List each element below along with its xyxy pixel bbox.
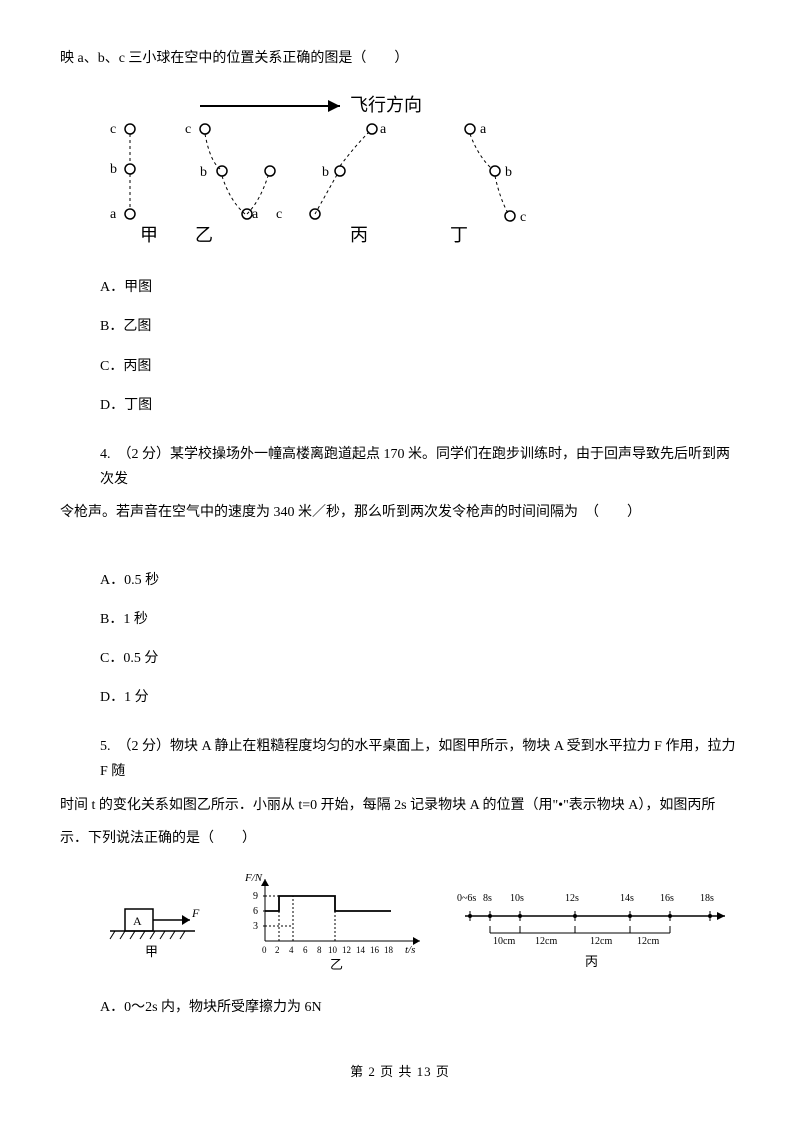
svg-text:10cm: 10cm bbox=[493, 936, 515, 947]
group-jia: c b a 甲 bbox=[110, 122, 158, 245]
svg-text:甲: 甲 bbox=[145, 944, 158, 959]
svg-text:12cm: 12cm bbox=[590, 936, 612, 947]
svg-text:乙: 乙 bbox=[330, 957, 343, 972]
svg-text:12cm: 12cm bbox=[535, 936, 557, 947]
svg-text:F/N: F/N bbox=[244, 872, 263, 884]
q5-line2: 时间 t 的变化关系如图乙所示．小丽从 t=0 开始，每隔 2s 记录物块 A … bbox=[60, 793, 740, 818]
q3-diagram: 飞行方向 c b a 甲 c b a bbox=[100, 91, 740, 261]
svg-text:c: c bbox=[185, 122, 191, 137]
svg-text:0~6s: 0~6s bbox=[457, 893, 476, 904]
page-footer: 第 2 页 共 13 页 bbox=[60, 1060, 740, 1083]
svg-text:10: 10 bbox=[328, 945, 338, 955]
svg-text:a: a bbox=[110, 207, 117, 222]
svg-text:6: 6 bbox=[303, 945, 308, 955]
q5-line3: 示．下列说法正确的是（ ） bbox=[60, 826, 740, 851]
svg-text:A: A bbox=[133, 914, 142, 928]
q4-option-b: B．1 秒 bbox=[100, 607, 740, 632]
group-ding: a b c 丁 bbox=[450, 122, 526, 245]
svg-text:丙: 丙 bbox=[585, 954, 598, 969]
svg-text:8: 8 bbox=[317, 945, 322, 955]
svg-text:12cm: 12cm bbox=[637, 936, 659, 947]
svg-text:丁: 丁 bbox=[450, 225, 468, 245]
svg-text:2: 2 bbox=[275, 945, 280, 955]
svg-text:14: 14 bbox=[356, 945, 366, 955]
q3-option-c: C．丙图 bbox=[100, 354, 740, 379]
svg-text:6: 6 bbox=[253, 906, 258, 917]
svg-text:乙: 乙 bbox=[195, 225, 213, 245]
svg-text:12s: 12s bbox=[565, 893, 579, 904]
svg-text:b: b bbox=[200, 165, 207, 180]
svg-text:9: 9 bbox=[253, 891, 258, 902]
svg-text:12: 12 bbox=[342, 945, 351, 955]
flight-label: 飞行方向 bbox=[350, 95, 422, 115]
svg-text:t/s: t/s bbox=[405, 944, 415, 956]
svg-text:b: b bbox=[322, 165, 329, 180]
q4-line2: 令枪声。若声音在空气中的速度为 340 米／秒，那么听到两次发令枪声的时间间隔为… bbox=[60, 500, 740, 525]
svg-text:a: a bbox=[252, 207, 259, 222]
svg-text:0: 0 bbox=[262, 945, 267, 955]
svg-text:8s: 8s bbox=[483, 893, 492, 904]
group-yi: c b a c 乙 bbox=[185, 122, 282, 245]
page-content: 映 a、b、c 三小球在空中的位置关系正确的图是（ ） 飞行方向 c b a 甲 bbox=[0, 0, 800, 1114]
svg-text:c: c bbox=[276, 207, 282, 222]
svg-text:18s: 18s bbox=[700, 893, 714, 904]
svg-text:丙: 丙 bbox=[350, 225, 368, 245]
q5-diagram: A F 甲 F/N 3 6 9 bbox=[100, 871, 740, 981]
group-bing: b a 丙 bbox=[310, 122, 387, 245]
svg-text:c: c bbox=[110, 122, 116, 137]
svg-text:a: a bbox=[480, 122, 487, 137]
subfig-bing: 0~6s 8s 10s 12s 14s 16s bbox=[457, 893, 725, 969]
subfig-jia: A F 甲 bbox=[110, 906, 200, 959]
svg-text:14s: 14s bbox=[620, 893, 634, 904]
q4-option-c: C．0.5 分 bbox=[100, 646, 740, 671]
subfig-yi: F/N 3 6 9 0 2 4 6 8 10 12 14 16 18 t/s bbox=[244, 872, 420, 972]
svg-text:F: F bbox=[191, 906, 200, 920]
q4-option-d: D．1 分 bbox=[100, 685, 740, 710]
q4-line1: 4. （2 分）某学校操场外一幢高楼离跑道起点 170 米。同学们在跑步训练时，… bbox=[100, 442, 740, 492]
balls-diagram-svg: 飞行方向 c b a 甲 c b a bbox=[100, 91, 560, 261]
svg-text:4: 4 bbox=[289, 945, 294, 955]
svg-text:b: b bbox=[505, 165, 512, 180]
svg-text:16: 16 bbox=[370, 945, 380, 955]
svg-text:16s: 16s bbox=[660, 893, 674, 904]
q3-option-a: A．甲图 bbox=[100, 275, 740, 300]
svg-text:c: c bbox=[520, 210, 526, 225]
svg-text:b: b bbox=[110, 162, 117, 177]
q5-diagram-svg: A F 甲 F/N 3 6 9 bbox=[100, 871, 740, 981]
svg-text:甲: 甲 bbox=[140, 225, 158, 245]
q3-option-b: B．乙图 bbox=[100, 314, 740, 339]
svg-text:18: 18 bbox=[384, 945, 394, 955]
svg-text:3: 3 bbox=[253, 921, 258, 932]
q5-option-a: A．0～2s 内，物块所受摩擦力为 6N bbox=[100, 995, 740, 1020]
svg-text:a: a bbox=[380, 122, 387, 137]
q5-line1: 5. （2 分）物块 A 静止在粗糙程度均匀的水平桌面上，如图甲所示，物块 A … bbox=[100, 734, 740, 784]
q4-option-a: A．0.5 秒 bbox=[100, 568, 740, 593]
q3-intro: 映 a、b、c 三小球在空中的位置关系正确的图是（ ） bbox=[60, 46, 740, 71]
svg-text:10s: 10s bbox=[510, 893, 524, 904]
q3-option-d: D．丁图 bbox=[100, 393, 740, 418]
